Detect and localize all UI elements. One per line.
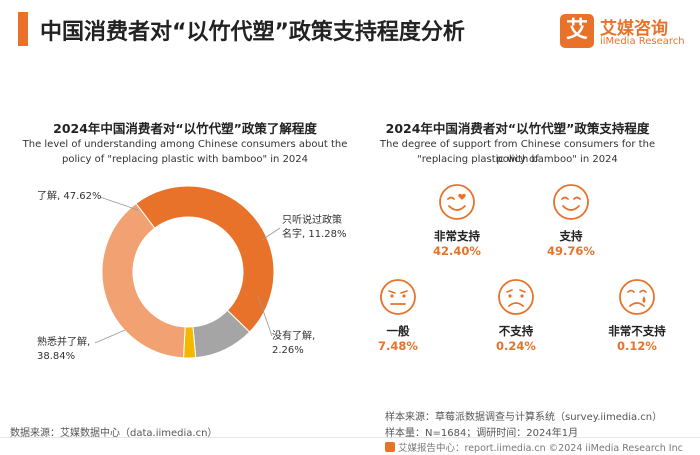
support-label: 支持 [559, 229, 583, 243]
label-not-understand-1: 没有了解, [272, 331, 316, 342]
label-familiar-1: 熟悉并了解, [37, 337, 91, 348]
leader-understand [99, 196, 139, 211]
neutral-face-icon [380, 279, 416, 315]
right-chart-subtitle-1: The degree of support from Chinese consu… [379, 139, 656, 165]
label-familiar-2: 38.84% [37, 351, 76, 362]
support-very-label: 非常支持 [434, 229, 480, 243]
right-chart-title: 2024年中国消费者对“以竹代塑”政策支持程度 [385, 121, 650, 136]
label-heard-name-2: 名字, 11.28% [282, 229, 347, 240]
leader-not-understand [257, 295, 273, 337]
footer-divider [0, 437, 700, 438]
logo-english-name: iiMedia Research [600, 36, 685, 47]
wink-heart-face-icon [439, 184, 475, 220]
crying-face-icon [619, 279, 655, 315]
sample-source-note: 样本来源：草莓派数据调查与计算系统（survey.iimedia.cn） [385, 412, 663, 423]
logo-mark-icon: 艾 [560, 14, 594, 48]
not-support-label: 不支持 [498, 324, 534, 338]
title-accent-bar [18, 12, 28, 46]
label-heard-name-1: 只听说过政策 [282, 215, 342, 226]
very-not-support-label: 非常不支持 [608, 324, 666, 338]
logo-chinese-name: 艾媒咨询 [600, 19, 668, 39]
frown-face-icon [498, 279, 534, 315]
page-title: 中国消费者对“以竹代塑”政策支持程度分析 [40, 20, 465, 45]
right-chart-subtitle-2: "replacing plastic with bamboo" in 2024 [417, 154, 618, 165]
label-understand: 了解, 47.62% [37, 191, 102, 202]
left-chart-subtitle-1: The level of understanding among Chinese… [22, 139, 348, 150]
support-value: 49.76% [547, 244, 595, 258]
smile-face-icon [553, 184, 589, 220]
data-source-note: 数据来源：艾媒数据中心（data.iimedia.cn） [10, 428, 218, 439]
report-center-footer: 艾媒报告中心：report.iimedia.cn ©2024 iiMedia R… [385, 440, 683, 454]
leader-heard-name [261, 227, 281, 241]
brand-logo: 艾 艾媒咨询 iiMedia Research [560, 14, 688, 54]
sample-size-note: 样本量：N=1684；调研时间：2024年1月 [385, 428, 579, 439]
report-center-text: 艾媒报告中心：report.iimedia.cn ©2024 iiMedia R… [398, 443, 683, 454]
not-support-value: 0.24% [496, 339, 536, 353]
footer-logo-icon [385, 442, 395, 452]
left-chart-title: 2024年中国消费者对“以竹代塑”政策了解程度 [53, 121, 317, 136]
left-chart-subtitle-2: policy of "replacing plastic with bamboo… [61, 154, 309, 165]
slice-familiar [101, 202, 186, 359]
support-very-value: 42.40% [433, 244, 481, 258]
leader-familiar [94, 329, 126, 344]
very-not-support-value: 0.12% [617, 339, 657, 353]
neutral-value: 7.48% [378, 339, 418, 353]
label-not-understand-2: 2.26% [272, 345, 304, 356]
slice-understand [135, 185, 275, 333]
neutral-label: 一般 [386, 324, 410, 338]
